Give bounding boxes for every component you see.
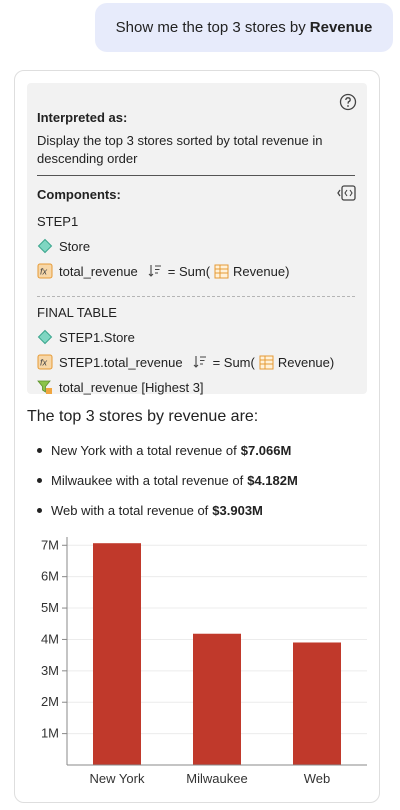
final-dimension: STEP1.Store bbox=[59, 329, 135, 345]
step1-label: STEP1 bbox=[37, 211, 78, 231]
list-item: New York with a total revenue of $7.066M bbox=[37, 435, 298, 465]
step1-measure-row: fx total_revenue = Sum( Revenue ) bbox=[37, 261, 289, 281]
y-tick-label: 6M bbox=[41, 569, 59, 584]
step1-formula-column: Revenue bbox=[233, 263, 286, 279]
user-message-text: Show me the top 3 stores by bbox=[115, 19, 306, 36]
interpretation-text-line1: Display the top 3 stores sorted by total… bbox=[37, 133, 323, 148]
list-item: Milwaukee with a total revenue of $4.182… bbox=[37, 465, 298, 495]
x-tick-label: Web bbox=[304, 771, 331, 786]
bar bbox=[93, 543, 141, 765]
interpretation-panel: Interpreted as: Display the top 3 stores… bbox=[27, 83, 367, 397]
final-measure: STEP1.total_revenue bbox=[59, 354, 183, 370]
svg-text:fx: fx bbox=[40, 267, 48, 277]
final-filter-row: total_revenue [Highest 3] bbox=[37, 377, 204, 397]
final-table-label: FINAL TABLE bbox=[37, 302, 117, 322]
final-formula-column: Revenue bbox=[277, 354, 330, 370]
interpretation-text-line2: descending order bbox=[37, 151, 138, 166]
chart-bars bbox=[93, 543, 341, 765]
step1-formula-prefix: = Sum( bbox=[167, 263, 211, 279]
y-tick-label: 4M bbox=[41, 631, 59, 646]
final-formula-prefix: = Sum( bbox=[212, 354, 255, 370]
final-measure-row: fx STEP1.total_revenue = Sum( Revenue ) bbox=[37, 352, 334, 372]
user-message-bubble: Show me the top 3 stores by Revenue bbox=[95, 3, 393, 52]
bar bbox=[193, 633, 241, 765]
y-tick-label: 1M bbox=[41, 726, 59, 741]
bullet-value: $4.182M bbox=[247, 472, 298, 488]
bullet-value: $3.903M bbox=[212, 502, 263, 518]
bullet-text: New York with a total revenue of bbox=[51, 442, 237, 458]
x-tick-label: Milwaukee bbox=[186, 771, 247, 786]
bullet-text: Milwaukee with a total revenue of bbox=[51, 472, 244, 488]
answer-title: The top 3 stores by revenue are: bbox=[27, 408, 259, 425]
dimension-diamond-icon bbox=[37, 238, 53, 254]
list-item: Web with a total revenue of $3.903M bbox=[37, 495, 298, 525]
x-tick-label: New York bbox=[90, 771, 145, 786]
fx-measure-icon: fx bbox=[37, 354, 53, 370]
step1-formula-suffix: ) bbox=[285, 263, 290, 279]
bullet-text: Web with a total revenue of bbox=[51, 502, 209, 518]
svg-text:fx: fx bbox=[40, 358, 48, 368]
y-tick-label: 2M bbox=[41, 694, 59, 709]
components-heading: Components: bbox=[37, 187, 121, 202]
column-table-icon bbox=[214, 264, 229, 278]
revenue-bar-chart: 1M 2M 3M 4M 5M 6M 7M New York Milwaukee Web bbox=[41, 537, 367, 786]
final-filter: total_revenue [Highest 3] bbox=[59, 379, 204, 395]
fx-measure-icon: fx bbox=[37, 263, 53, 279]
final-dimension-row: STEP1.Store bbox=[37, 327, 135, 347]
y-tick-label: 5M bbox=[41, 600, 59, 615]
bar bbox=[293, 642, 341, 765]
help-circle-icon[interactable] bbox=[339, 93, 357, 111]
assistant-response-card: Interpreted as: Display the top 3 stores… bbox=[14, 70, 380, 803]
step1-label-text: STEP1 bbox=[37, 213, 79, 229]
step1-dimension-row: Store bbox=[37, 236, 90, 256]
filter-icon bbox=[37, 380, 52, 394]
section-divider bbox=[37, 296, 355, 297]
answer-bullet-list: New York with a total revenue of $7.066M… bbox=[37, 435, 298, 525]
dimension-diamond-icon bbox=[37, 329, 53, 345]
sort-descending-icon bbox=[148, 265, 161, 277]
bullet-value: $7.066M bbox=[240, 442, 292, 458]
final-table-label-text: FINAL TABLE bbox=[37, 304, 117, 320]
y-tick-label: 7M bbox=[41, 537, 59, 552]
step1-measure: total_revenue bbox=[59, 263, 138, 279]
step1-dimension: Store bbox=[59, 238, 91, 254]
chart-axes: 1M 2M 3M 4M 5M 6M 7M New York Milwaukee Web bbox=[41, 537, 367, 786]
column-table-icon bbox=[259, 355, 274, 369]
user-message-bold: Revenue bbox=[309, 19, 373, 36]
y-tick-label: 3M bbox=[41, 663, 59, 678]
sort-descending-icon bbox=[193, 356, 206, 368]
components-panel-icon[interactable] bbox=[337, 184, 357, 202]
interpreted-as-heading: Interpreted as: bbox=[37, 110, 128, 125]
divider bbox=[37, 175, 355, 176]
final-formula-suffix: ) bbox=[329, 354, 335, 370]
